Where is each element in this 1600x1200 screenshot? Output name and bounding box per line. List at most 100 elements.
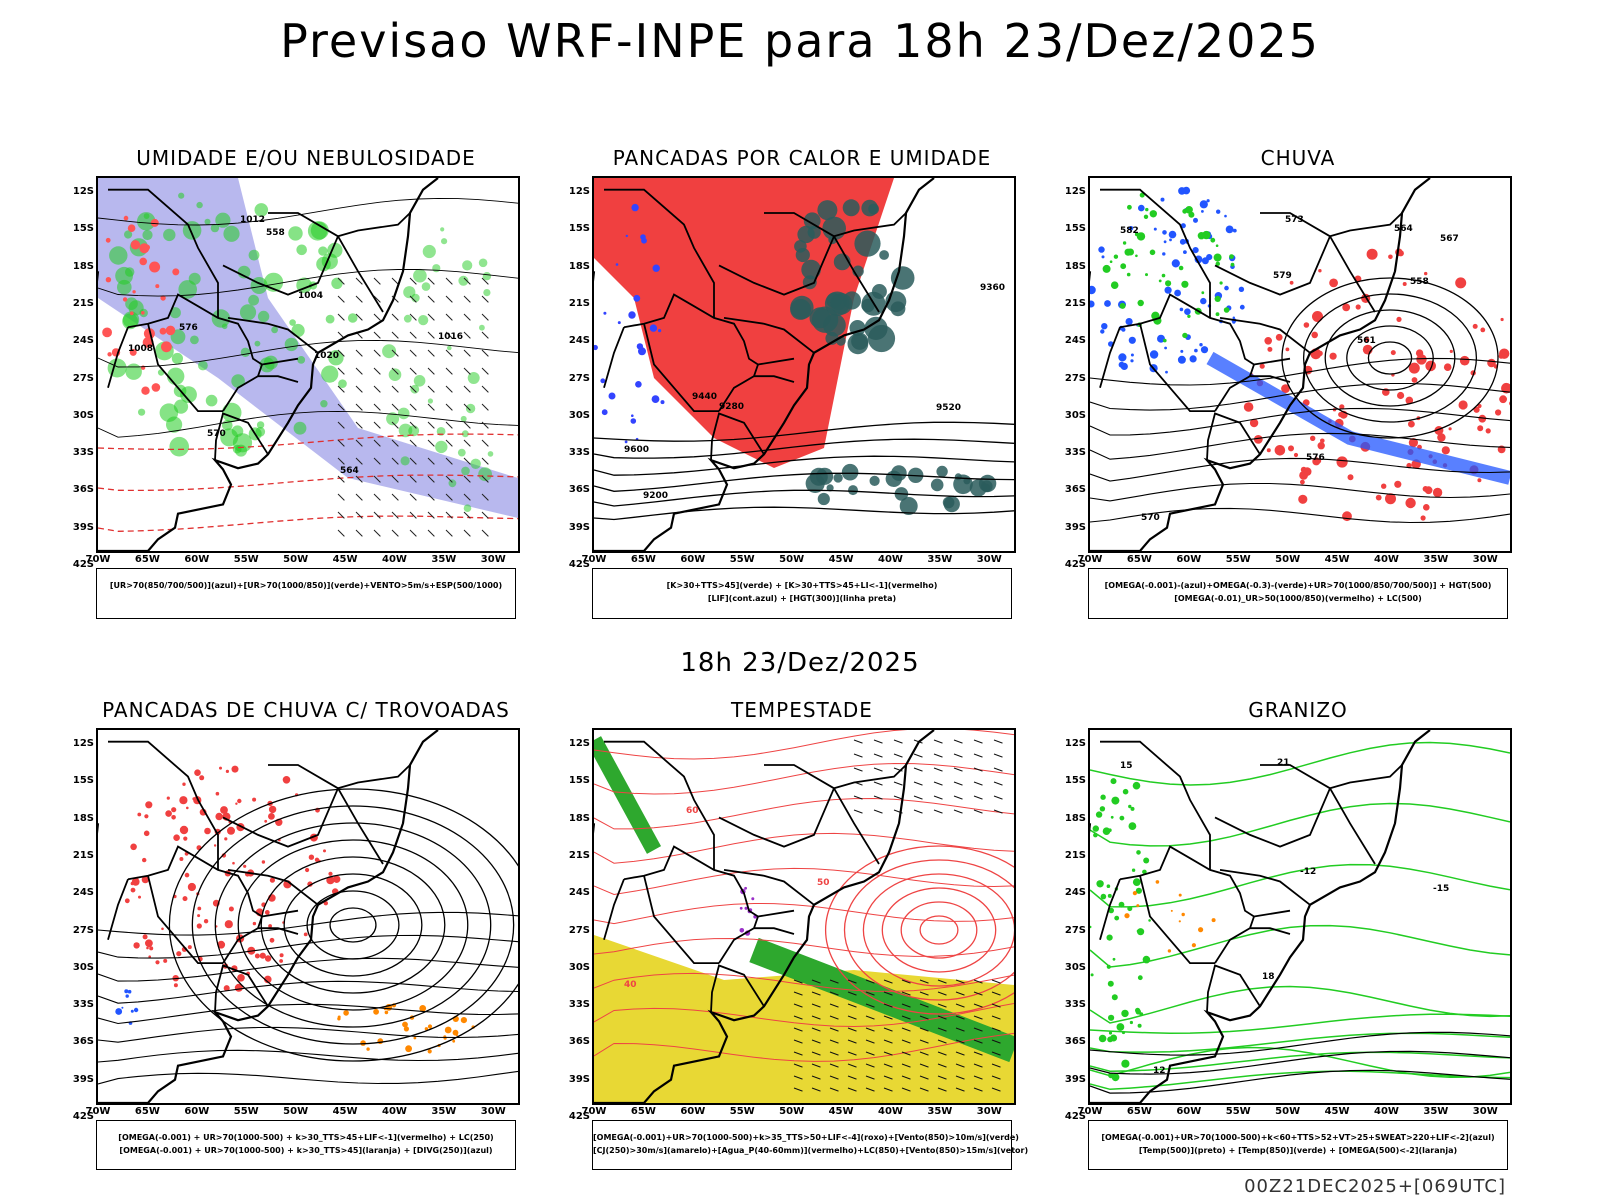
wind-vector bbox=[391, 421, 399, 429]
lifted-index-contour bbox=[601, 409, 608, 416]
humidity-contour bbox=[232, 433, 253, 453]
thickness-contour bbox=[149, 261, 161, 273]
temp-850-contour bbox=[1106, 934, 1113, 941]
wind-vector bbox=[373, 367, 381, 375]
temp-500-contour bbox=[1090, 1031, 1510, 1056]
rain-region bbox=[1472, 323, 1478, 329]
wind-vector bbox=[913, 809, 923, 814]
wind-vector bbox=[955, 1003, 965, 1008]
lat-tick-label: 24S bbox=[72, 335, 94, 347]
lat-tick-label: 39S bbox=[72, 1073, 94, 1085]
panel-title-umidade: UMIDADE E/OU NEBULOSIDADE bbox=[136, 146, 476, 170]
instability-shading bbox=[830, 293, 853, 315]
country-border bbox=[754, 375, 795, 383]
rain-region bbox=[1420, 515, 1426, 521]
instability-shading bbox=[864, 316, 888, 340]
wind-vector bbox=[337, 457, 345, 465]
temp-850-contour bbox=[1111, 796, 1120, 805]
country-border bbox=[833, 212, 907, 238]
omega-region bbox=[1169, 238, 1172, 242]
wind-vector bbox=[427, 331, 435, 339]
omega-region bbox=[1215, 312, 1220, 317]
thunderstorm-region bbox=[419, 1005, 427, 1012]
legend-pancadas-calor: [K>30+TTS>45](verde) + [K>30+TTS>45+LI<-… bbox=[592, 568, 1012, 619]
country-border bbox=[222, 764, 340, 848]
rain-region bbox=[1310, 435, 1316, 441]
omega-region bbox=[1153, 227, 1157, 231]
humidity-contour bbox=[435, 440, 448, 454]
temp-850-contour bbox=[1129, 1020, 1133, 1025]
page-title: Previsao WRF-INPE para 18h 23/Dez/2025 bbox=[280, 14, 1320, 68]
lat-tick-label: 42S bbox=[72, 1111, 94, 1122]
omega-region bbox=[1162, 252, 1166, 256]
contour-label: -12 bbox=[1300, 867, 1316, 877]
thunderstorm-region bbox=[305, 867, 310, 873]
country-border bbox=[337, 212, 411, 238]
lat-tick-label: 21S bbox=[72, 297, 94, 309]
lat-tick-label: 36S bbox=[72, 1036, 94, 1048]
omega-region bbox=[1224, 285, 1229, 291]
thunderstorm-region bbox=[268, 813, 275, 820]
lat-tick-label: 33S bbox=[568, 447, 590, 459]
wind-vector bbox=[391, 529, 399, 537]
country-border bbox=[643, 323, 719, 412]
humidity-contour bbox=[388, 368, 402, 381]
lat-tick-label: 21S bbox=[568, 297, 590, 309]
lat-tick-label: 33S bbox=[1064, 999, 1086, 1011]
wind-vector bbox=[953, 781, 963, 786]
thunderstorm-region bbox=[133, 942, 140, 949]
country-border bbox=[1100, 188, 1211, 318]
lifted-index-contour bbox=[630, 418, 637, 424]
wind-vector bbox=[993, 753, 1003, 758]
rain-region bbox=[1405, 396, 1414, 405]
wind-vector bbox=[811, 1039, 821, 1044]
pressure-isobar bbox=[98, 410, 518, 438]
wind-vector bbox=[883, 1063, 893, 1068]
wind-vector bbox=[481, 313, 489, 321]
wind-vector bbox=[893, 781, 903, 786]
wind-vector bbox=[937, 1075, 947, 1080]
humidity-contour bbox=[487, 451, 494, 457]
wind-vector bbox=[953, 795, 963, 800]
humidity-contour bbox=[325, 314, 335, 324]
wind-vector bbox=[337, 421, 345, 429]
streamline bbox=[881, 887, 997, 973]
instability-shading bbox=[809, 307, 831, 329]
thunderstorm-region bbox=[343, 1010, 349, 1016]
lon-tick-label: 65W bbox=[630, 1106, 656, 1117]
temp-850-contour bbox=[1116, 1023, 1125, 1031]
temp-850-contour bbox=[1102, 827, 1111, 835]
temp-850-contour bbox=[1137, 928, 1145, 936]
thunderstorm-region bbox=[264, 975, 272, 984]
country-border bbox=[1119, 845, 1256, 964]
thunderstorm-region bbox=[137, 812, 142, 817]
wind-vector bbox=[427, 475, 435, 483]
country-border bbox=[833, 764, 907, 790]
humidity-contour bbox=[239, 304, 257, 321]
omega-region bbox=[1230, 262, 1235, 267]
thunderstorm-region bbox=[171, 815, 176, 820]
lon-tick-label: 35W bbox=[431, 1106, 457, 1117]
lon-tick-label: 70W bbox=[581, 554, 607, 565]
humidity-contour bbox=[413, 375, 426, 387]
wind-vector bbox=[883, 1075, 893, 1080]
lon-tick-label: 40W bbox=[381, 554, 407, 565]
thunderstorm-region bbox=[237, 798, 242, 804]
omega-region bbox=[1145, 207, 1149, 212]
wind-vector bbox=[933, 795, 943, 800]
country-border bbox=[1099, 326, 1121, 389]
humidity-contour bbox=[223, 225, 240, 242]
temp-850-contour bbox=[1122, 788, 1129, 795]
thunderstorm-region bbox=[219, 766, 222, 770]
thunderstorm-region bbox=[163, 958, 168, 963]
wind-vector bbox=[883, 1051, 893, 1056]
country-border bbox=[108, 188, 219, 318]
rain-region bbox=[1408, 420, 1415, 428]
wind-vector bbox=[973, 781, 983, 786]
wind-vector bbox=[409, 475, 417, 483]
omega-region bbox=[1162, 230, 1167, 235]
wind-vector bbox=[973, 1063, 983, 1068]
thunderstorm-region bbox=[145, 801, 153, 809]
streamline bbox=[260, 856, 446, 994]
country-border bbox=[227, 869, 319, 906]
